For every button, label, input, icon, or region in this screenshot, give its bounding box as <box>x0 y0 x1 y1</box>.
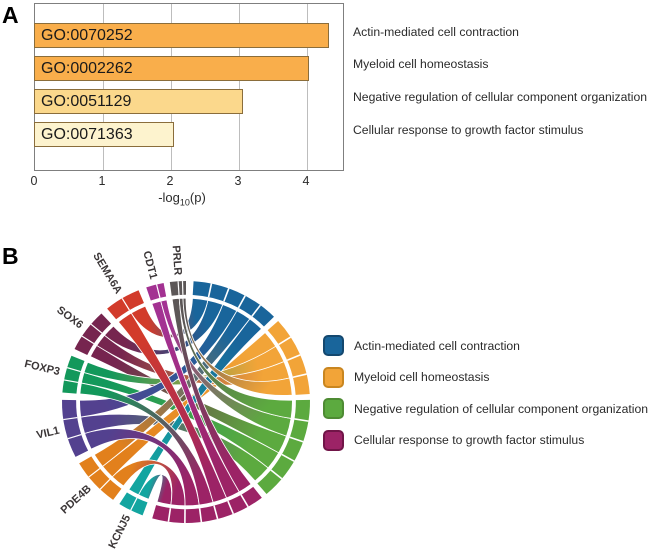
svg-text:VIL1: VIL1 <box>35 425 60 442</box>
svg-text:SEMA6A: SEMA6A <box>90 251 124 297</box>
svg-text:FOXP3: FOXP3 <box>23 358 61 378</box>
svg-text:SOX6: SOX6 <box>54 304 85 331</box>
svg-text:KCNJ5: KCNJ5 <box>106 513 133 550</box>
svg-text:CDT1: CDT1 <box>140 250 159 281</box>
svg-text:PDE4B: PDE4B <box>59 483 94 517</box>
svg-text:PRLR: PRLR <box>170 245 184 276</box>
